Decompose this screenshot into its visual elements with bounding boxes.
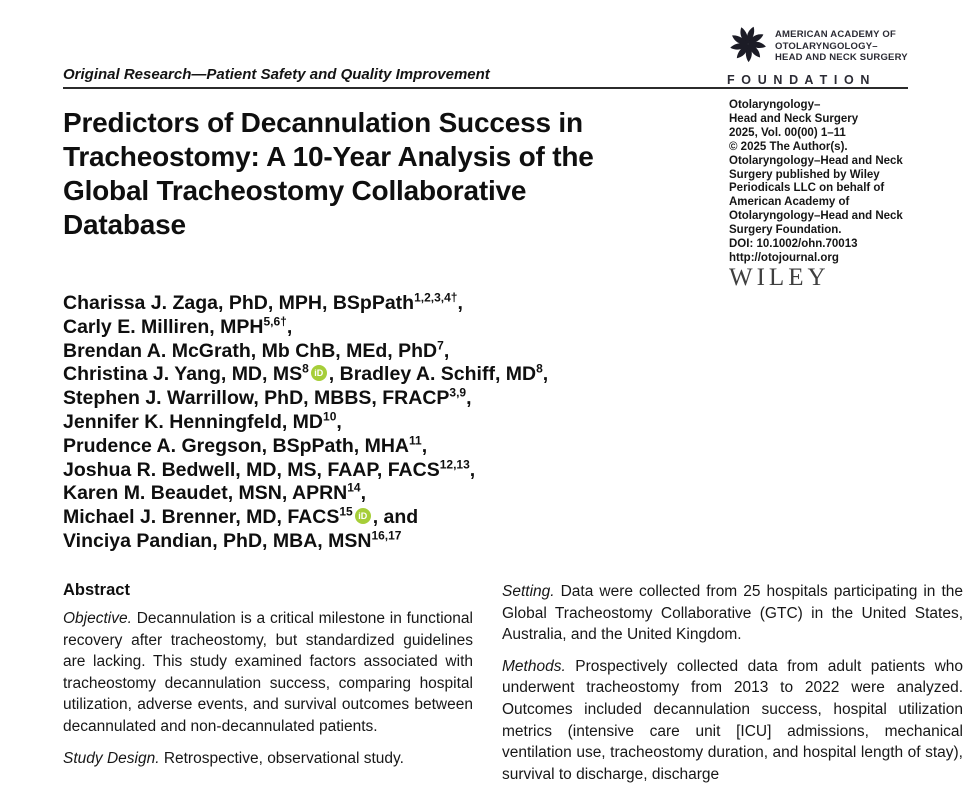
title-line: Database xyxy=(63,209,186,240)
author-text: , xyxy=(466,387,472,410)
author-line: Carly E. Milliren, MPH5,6†, xyxy=(63,314,548,340)
author-text: , xyxy=(286,315,293,338)
author-line: Prudence A. Gregson, BSpPath, MHA11, xyxy=(63,433,548,459)
author-line: Stephen J. Warrillow, PhD, MBBS, FRACP3,… xyxy=(63,387,548,411)
affiliation-superscript: 5,6† xyxy=(263,314,287,329)
author-text: , xyxy=(336,410,342,433)
author-text: , xyxy=(457,292,463,314)
journal-info-line: Surgery published by Wiley xyxy=(729,168,880,181)
author-line: Karen M. Beaudet, MSN, APRN14, xyxy=(63,482,548,506)
journal-info-line: Surgery Foundation. xyxy=(729,224,842,237)
orcid-icon[interactable]: iD xyxy=(310,365,327,382)
author-text: Vinciya Pandian, PhD, MBA, MSN xyxy=(63,529,372,552)
paragraph-text: Retrospective, observational study. xyxy=(163,749,404,767)
abstract-paragraph: Objective. Decannulation is a critical m… xyxy=(63,608,473,738)
author-text: Jennifer K. Henningfeld, MD xyxy=(63,410,324,433)
journal-info-line: American Academy of xyxy=(729,196,850,209)
paragraph-lead: Objective. xyxy=(63,610,137,627)
affiliation-superscript: 1,2,3,4† xyxy=(414,290,458,305)
author-text: Christina J. Yang, MD, MS xyxy=(63,363,303,386)
author-line: Charissa J. Zaga, PhD, MPH, BSpPath1,2,3… xyxy=(63,292,548,316)
logo-text-line1: AMERICAN ACADEMY OF xyxy=(775,29,896,41)
affiliation-superscript: 14 xyxy=(347,480,361,495)
title-line: Tracheostomy: A 10-Year Analysis of the xyxy=(63,141,594,172)
logo-text: AMERICAN ACADEMY OF OTOLARYNGOLOGY– HEAD… xyxy=(775,29,908,64)
journal-info-line: Otolaryngology– xyxy=(729,99,821,111)
journal-info-line: © 2025 The Author(s). xyxy=(729,140,848,153)
affiliation-superscript: 8 xyxy=(302,361,309,376)
author-text: , xyxy=(443,339,450,362)
author-text: Brendan A. McGrath, Mb ChB, MEd, PhD xyxy=(63,339,438,362)
author-text: Charissa J. Zaga, PhD, MPH, BSpPath xyxy=(63,292,415,314)
author-line: Christina J. Yang, MD, MS8 iD, Bradley A.… xyxy=(63,363,548,387)
abstract-heading: Abstract xyxy=(63,581,130,599)
journal-info-lines: Otolaryngology– Head and Neck Surgery 2025… xyxy=(729,99,944,266)
author-text: , and xyxy=(372,506,419,529)
foundation-label: F O U N D A T I O N xyxy=(727,73,872,87)
abstract-section: Abstract Objective. Decannulation is a c… xyxy=(63,581,963,788)
title-line: Predictors of Decannulation Success in xyxy=(63,107,583,138)
affiliation-superscript: 7 xyxy=(437,338,444,353)
paragraph-lead: Setting. xyxy=(502,583,561,600)
aao-hnsf-logo: AMERICAN ACADEMY OF OTOLARYNGOLOGY– HEAD… xyxy=(727,23,909,87)
affiliation-superscript: 15 xyxy=(339,504,353,519)
journal-info-line: DOI: 10.1002/ohn.70013 xyxy=(729,238,858,251)
affiliation-superscript: 8 xyxy=(536,361,543,376)
author-text: Carly E. Milliren, MPH xyxy=(63,315,264,338)
affiliation-superscript: 12,13 xyxy=(439,457,470,472)
journal-info: Otolaryngology– Head and Neck Surgery 2025… xyxy=(729,99,944,291)
logo-text-line2: OTOLARYNGOLOGY– xyxy=(775,40,878,52)
abstract-paragraph: Methods. Prospectively collected data fr… xyxy=(502,656,963,786)
author-line: Vinciya Pandian, PhD, MBA, MSN16,17 xyxy=(63,528,548,554)
paragraph-text: Data were collected from 25 hospitals pa… xyxy=(502,583,963,644)
title-line: Global Tracheostomy Collaborative xyxy=(63,175,527,206)
running-head: Original Research—Patient Safety and Qua… xyxy=(63,66,490,83)
affiliation-superscript: 11 xyxy=(409,433,422,448)
author-text: , xyxy=(360,482,367,505)
abstract-left-column: Abstract Objective. Decannulation is a c… xyxy=(63,581,473,788)
orcid-icon[interactable]: iD xyxy=(354,508,371,525)
author-line: Jennifer K. Henningfeld, MD10, xyxy=(63,409,548,435)
author-text: Joshua R. Bedwell, MD, MS, FAAP, FACS xyxy=(63,458,440,481)
affiliation-superscript: 3,9 xyxy=(449,385,467,400)
author-text: , Bradley A. Schiff, MD xyxy=(328,363,537,386)
author-line: Joshua R. Bedwell, MD, MS, FAAP, FACS12,… xyxy=(63,457,548,483)
affiliation-superscript: 10 xyxy=(323,409,337,424)
journal-info-line: http://otojournal.org xyxy=(729,251,839,264)
affiliation-superscript: 16,17 xyxy=(371,528,402,543)
author-text: Michael J. Brenner, MD, FACS xyxy=(63,506,340,529)
abstract-right-column: Setting. Data were collected from 25 hos… xyxy=(502,581,963,788)
wiley-logo: WILEY xyxy=(729,263,830,291)
author-line: Brendan A. McGrath, Mb ChB, MEd, PhD7, xyxy=(63,338,548,364)
paragraph-lead: Study Design. xyxy=(63,749,164,767)
abstract-paragraph: Setting. Data were collected from 25 hos… xyxy=(502,581,963,646)
author-text: Stephen J. Warrillow, PhD, MBBS, FRACP xyxy=(63,387,450,410)
paragraph-lead: Methods. xyxy=(502,657,576,675)
article-title: Predictors of Decannulation Success in T… xyxy=(63,106,594,242)
abstract-paragraph: Study Design. Retrospective, observation… xyxy=(63,748,473,770)
journal-info-line: Otolaryngology–Head and Neck xyxy=(729,210,903,223)
paragraph-text: Prospectively collected data from adult … xyxy=(502,657,963,783)
logo-text-line3: HEAD AND NECK SURGERY xyxy=(775,52,908,64)
author-text: Karen M. Beaudet, MSN, APRN xyxy=(63,482,348,505)
author-text: , xyxy=(542,363,549,386)
author-text: , xyxy=(421,434,428,457)
journal-info-line: 2025, Vol. 00(00) 1–11 xyxy=(729,126,846,139)
journal-info-line: Otolaryngology–Head and Neck xyxy=(729,154,903,167)
author-text: Prudence A. Gregson, BSpPath, MHA xyxy=(63,434,409,457)
author-list: Charissa J. Zaga, PhD, MPH, BSpPath1,2,3… xyxy=(63,292,548,554)
paragraph-text: Decannulation is a critical milestone in… xyxy=(63,610,473,735)
author-text: , xyxy=(469,458,476,481)
author-line: Michael J. Brenner, MD, FACS15 iD, and xyxy=(63,506,548,530)
swirl-icon xyxy=(727,23,769,70)
journal-info-line: Head and Neck Surgery xyxy=(729,112,859,125)
header-rule xyxy=(63,87,908,89)
journal-info-line: Periodicals LLC on behalf of xyxy=(729,182,885,195)
